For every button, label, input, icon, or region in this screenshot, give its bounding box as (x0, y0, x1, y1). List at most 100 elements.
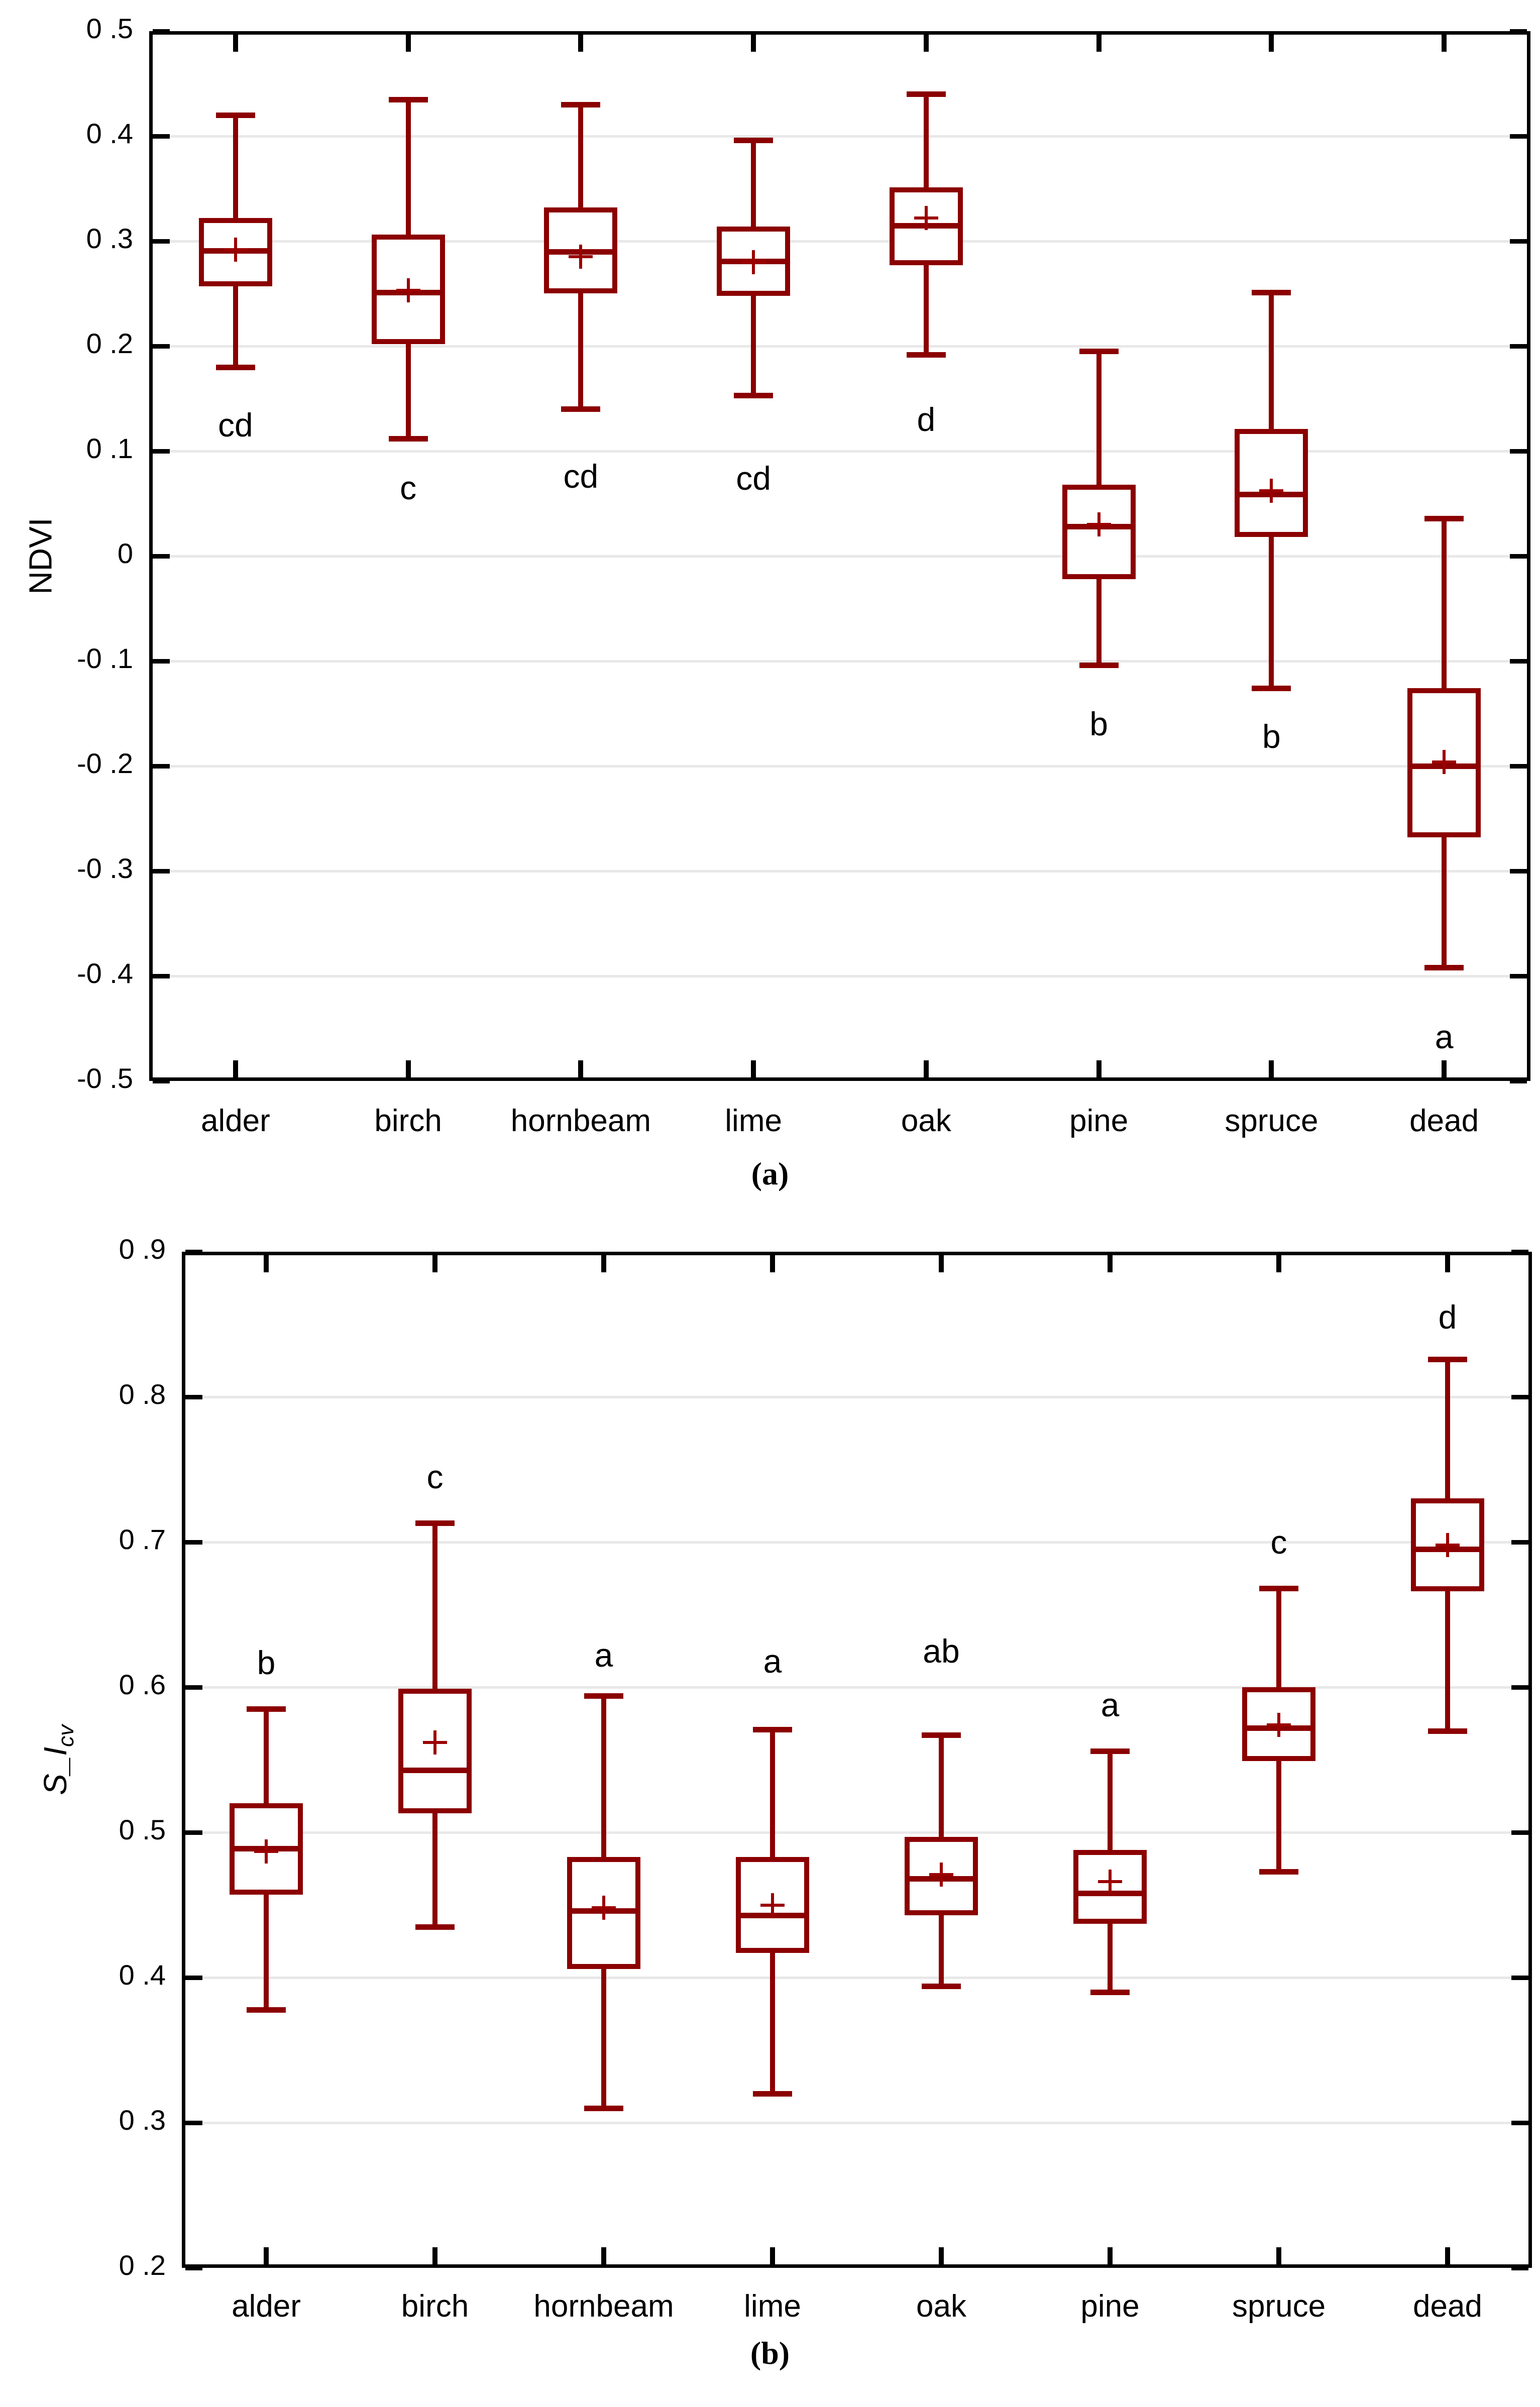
x-axis-tick-top (1108, 1255, 1113, 1272)
y-axis-tick-left (185, 1976, 202, 1980)
y-axis-tick-right (1511, 1540, 1528, 1545)
x-axis-tick-top (1096, 35, 1102, 52)
mean-marker-v (924, 206, 928, 231)
x-axis-tick-top (1442, 35, 1447, 52)
x-axis-tick-bottom (405, 1060, 411, 1077)
y-axis-tick-left (185, 1685, 202, 1690)
y-axis-tick-right (1511, 2121, 1528, 2125)
y-axis-title-main: S_I (37, 1746, 74, 1795)
y-tick-label: -0 .1 (76, 642, 133, 674)
whisker-cap-top-lime (734, 138, 774, 144)
mean-marker-alder (223, 237, 248, 262)
whisker-cap-top-spruce (1252, 290, 1291, 296)
y-tick-label: 0 .3 (119, 2104, 166, 2136)
y-axis-tick-left (185, 1250, 202, 1254)
mean-marker-v (752, 250, 755, 274)
mean-marker-dead (1436, 1533, 1460, 1557)
significance-letter-oak: ab (923, 1632, 960, 1670)
y-tick-label: 0 .6 (119, 1669, 166, 1700)
y-tick-label: 0 .9 (119, 1233, 166, 1265)
y-tick-label: 0 .2 (86, 327, 133, 359)
x-axis-tick-top (939, 1255, 944, 1272)
y-axis-tick-left (185, 1540, 202, 1545)
category-label-lime: lime (725, 1104, 782, 1138)
significance-letter-spruce: b (1262, 718, 1281, 755)
category-label-dead: dead (1409, 1104, 1479, 1138)
whisker-cap-bottom-pine (1079, 663, 1119, 669)
y-tick-label: 0 .5 (86, 13, 133, 44)
significance-letter-birch: c (400, 469, 417, 507)
y-axis-tick-left (153, 764, 170, 769)
y-axis-tick-left (185, 1830, 202, 1835)
x-axis-tick-bottom (1096, 1060, 1102, 1077)
x-axis-tick-bottom (770, 2247, 775, 2264)
mean-marker-v (1109, 1870, 1112, 1894)
mean-marker-oak (929, 1862, 953, 1887)
y-tick-label: 0 .2 (119, 2249, 166, 2281)
category-label-oak: oak (916, 2289, 966, 2324)
mean-marker-v (771, 1893, 774, 1917)
mean-marker-v (1270, 479, 1273, 503)
mean-marker-pine (1086, 512, 1111, 537)
whisker-cap-bottom-birch (415, 1924, 455, 1930)
significance-letter-lime: cd (736, 460, 771, 497)
y-axis-tick-left (153, 659, 170, 664)
mean-marker-hornbeam (569, 245, 593, 269)
mean-marker-v (579, 245, 583, 269)
y-tick-label: 0 .8 (119, 1378, 166, 1410)
y-axis-tick-right (1510, 449, 1527, 454)
mean-marker-lime (741, 250, 766, 274)
y-axis-tick-left (185, 1395, 202, 1399)
x-axis-tick-top (923, 35, 929, 52)
category-label-pine: pine (1080, 2289, 1140, 2324)
mean-marker-dead (1432, 749, 1457, 774)
x-axis-tick-top (1269, 35, 1274, 52)
x-axis-tick-bottom (264, 2247, 269, 2264)
mean-marker-v (406, 278, 410, 303)
x-axis-tick-top (432, 1255, 437, 1272)
y-axis-tick-left (153, 554, 170, 559)
panel-caption-a: (a) (0, 1155, 1540, 1192)
y-axis-tick-left (153, 344, 170, 349)
category-label-dead: dead (1413, 2289, 1482, 2324)
y-tick-label: 0 .5 (119, 1814, 166, 1845)
mean-marker-hornbeam (592, 1896, 616, 1920)
y-axis-title-sub: cv (53, 1724, 78, 1747)
x-axis-tick-top (1445, 1255, 1450, 1272)
whisker-cap-top-birch (415, 1520, 455, 1526)
x-axis-tick-bottom (751, 1060, 756, 1077)
gridline (185, 1396, 1528, 1398)
whisker-cap-bottom-spruce (1252, 686, 1291, 692)
y-tick-label: 0 .3 (86, 223, 133, 254)
mean-marker-spruce (1259, 479, 1284, 503)
gridline (153, 240, 1527, 243)
significance-letter-birch: c (426, 1458, 444, 1495)
x-axis-tick-top (578, 35, 584, 52)
whisker-cap-top-spruce (1259, 1586, 1298, 1592)
mean-marker-v (234, 237, 237, 262)
whisker-cap-bottom-lime (734, 393, 774, 399)
whisker-cap-bottom-pine (1090, 1989, 1130, 1995)
whisker-cap-bottom-oak (922, 1984, 961, 1990)
median-line-birch (398, 1767, 472, 1773)
y-axis-tick-right (1511, 1685, 1528, 1690)
significance-letter-alder: cd (218, 406, 253, 444)
y-axis-tick-right (1510, 134, 1527, 139)
whisker-cap-bottom-hornbeam (561, 406, 601, 412)
whisker-cap-bottom-oak (906, 352, 946, 358)
y-tick-label: -0 .4 (76, 957, 133, 989)
whisker-cap-top-dead (1428, 1356, 1467, 1362)
whisker-cap-top-pine (1079, 349, 1119, 355)
y-axis-tick-right (1511, 1395, 1528, 1399)
category-label-lime: lime (744, 2289, 801, 2324)
whisker-cap-bottom-birch (388, 435, 428, 442)
x-axis-tick-top (601, 1255, 606, 1272)
y-axis-tick-right (1511, 1830, 1528, 1835)
whisker-cap-bottom-spruce (1259, 1869, 1298, 1875)
gridline (153, 135, 1527, 138)
mean-marker-v (940, 1862, 943, 1887)
category-label-hornbeam: hornbeam (533, 2289, 674, 2324)
category-label-birch: birch (374, 1104, 442, 1138)
y-tick-label: -0 .2 (76, 747, 133, 779)
